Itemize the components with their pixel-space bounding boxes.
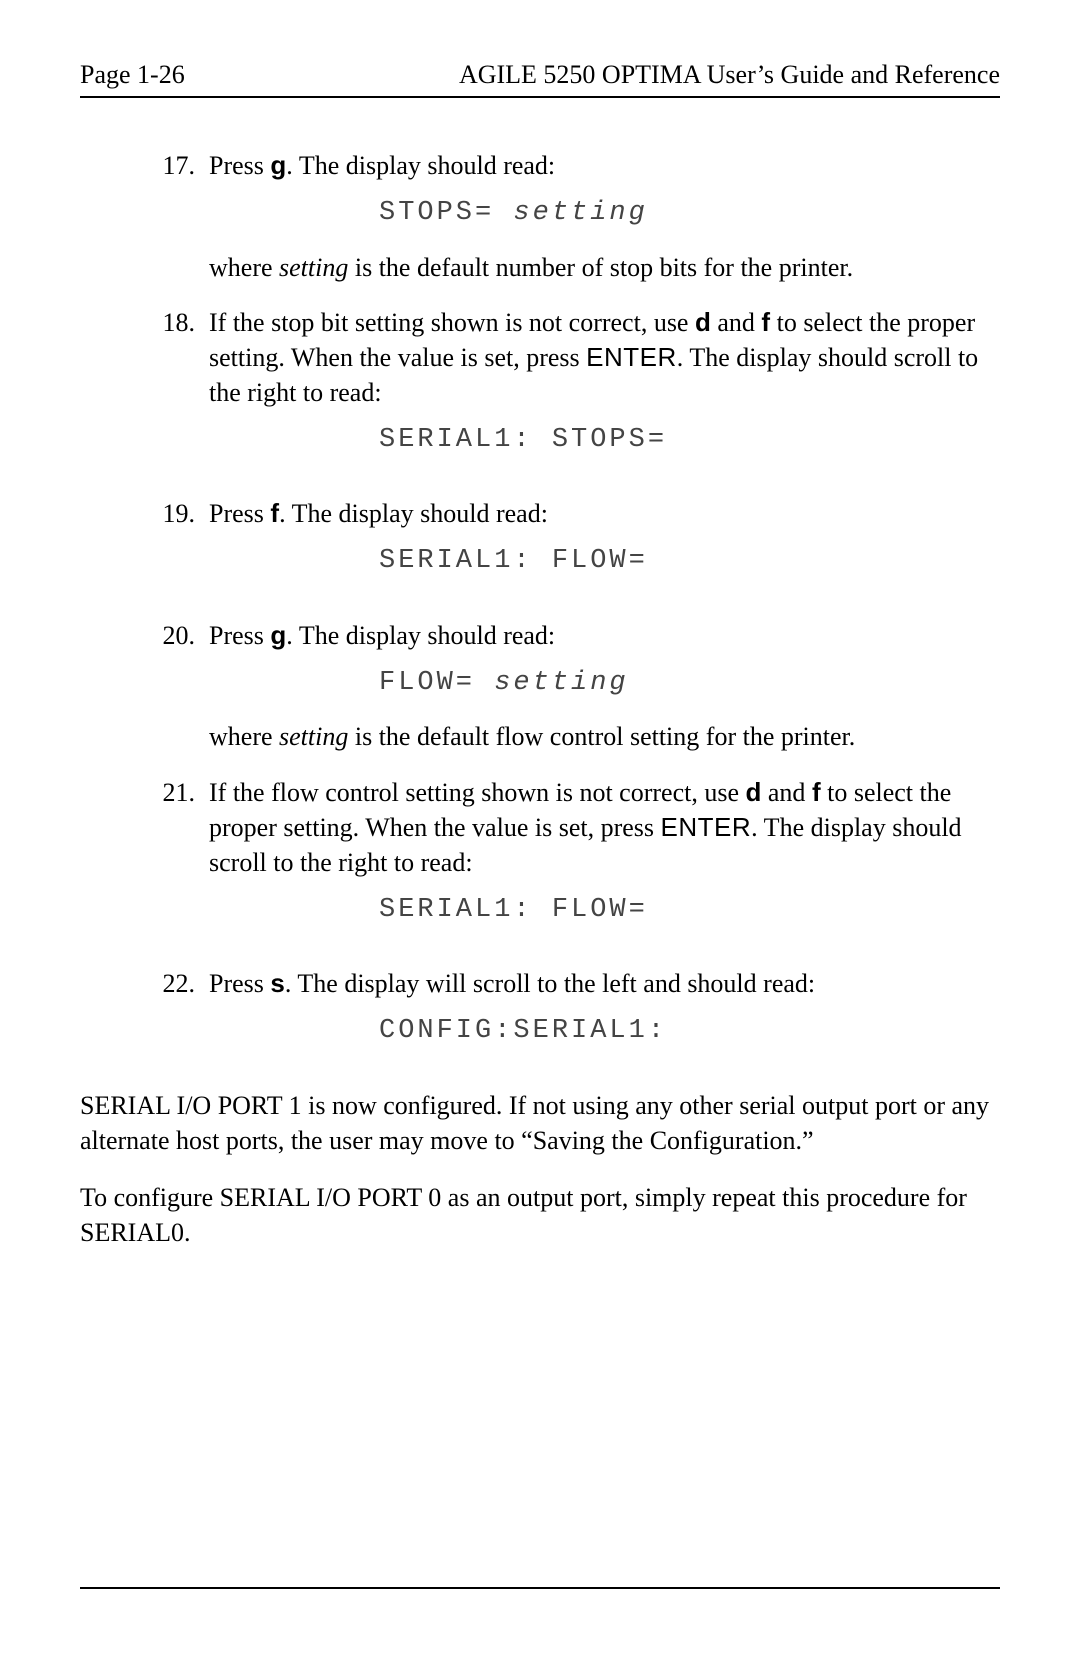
step-number: 17.: [140, 148, 209, 285]
step-number: 21.: [140, 775, 209, 947]
step-17: 17. Press g. The display should read: ST…: [140, 148, 1000, 285]
text: If the stop bit setting shown is not cor…: [209, 308, 695, 337]
keycap-g: g: [270, 620, 286, 650]
keycap-f: f: [270, 498, 279, 528]
step-number: 19.: [140, 496, 209, 598]
text: If the flow control setting shown is not…: [209, 778, 746, 807]
step-body: Press s. The display will scroll to the …: [209, 966, 1000, 1068]
text: Press: [209, 621, 270, 650]
keycap-f: f: [812, 777, 821, 807]
step-number: 18.: [140, 305, 209, 477]
steps-list: 17. Press g. The display should read: ST…: [80, 148, 1000, 1068]
text: . The display will scroll to the left an…: [285, 969, 815, 998]
step-body: Press f. The display should read: SERIAL…: [209, 496, 1000, 598]
step-18: 18. If the stop bit setting shown is not…: [140, 305, 1000, 477]
display-text: STOPS=: [379, 198, 513, 228]
display-output: SERIAL1: FLOW=: [209, 543, 1000, 579]
keycap-f: f: [761, 307, 770, 337]
step-body: Press g. The display should read: STOPS=…: [209, 148, 1000, 285]
text: Press: [209, 499, 270, 528]
text: where: [209, 722, 279, 751]
keycap-enter: ENTER: [586, 342, 677, 372]
text: . The display should read:: [279, 499, 548, 528]
text: . The display should read:: [286, 151, 555, 180]
step-body: If the flow control setting shown is not…: [209, 775, 1000, 947]
display-text: FLOW=: [379, 668, 494, 698]
closing-paragraph-2: To configure SERIAL I/O PORT 0 as an out…: [80, 1180, 1000, 1250]
text: Press: [209, 969, 270, 998]
text: is the default flow control setting for …: [348, 722, 855, 751]
footer-rule: [80, 1587, 1000, 1589]
keycap-d: d: [695, 307, 711, 337]
text-italic: setting: [279, 722, 348, 751]
display-output: SERIAL1: FLOW=: [209, 892, 1000, 928]
display-text-italic: setting: [513, 198, 647, 228]
step-20: 20. Press g. The display should read: FL…: [140, 618, 1000, 755]
text-italic: setting: [279, 253, 348, 282]
doc-title: AGILE 5250 OPTIMA User’s Guide and Refer…: [459, 60, 1000, 90]
keycap-d: d: [746, 777, 762, 807]
text: Press: [209, 151, 270, 180]
step-body: If the stop bit setting shown is not cor…: [209, 305, 1000, 477]
page-number: Page 1-26: [80, 60, 185, 90]
step-body: Press g. The display should read: FLOW= …: [209, 618, 1000, 755]
text: is the default number of stop bits for t…: [348, 253, 853, 282]
step-number: 22.: [140, 966, 209, 1068]
step-21: 21. If the flow control setting shown is…: [140, 775, 1000, 947]
text: and: [761, 778, 812, 807]
page-header: Page 1-26 AGILE 5250 OPTIMA User’s Guide…: [80, 60, 1000, 98]
keycap-s: s: [270, 968, 284, 998]
display-output: FLOW= setting: [209, 665, 1000, 701]
display-text-italic: setting: [494, 668, 628, 698]
display-output: STOPS= setting: [209, 195, 1000, 231]
step-22: 22. Press s. The display will scroll to …: [140, 966, 1000, 1068]
keycap-enter: ENTER: [661, 812, 752, 842]
display-output: SERIAL1: STOPS=: [209, 422, 1000, 458]
keycap-g: g: [270, 150, 286, 180]
step-19: 19. Press f. The display should read: SE…: [140, 496, 1000, 598]
page: Page 1-26 AGILE 5250 OPTIMA User’s Guide…: [0, 0, 1080, 1669]
closing-paragraph-1: SERIAL I/O PORT 1 is now configured. If …: [80, 1088, 1000, 1158]
step-number: 20.: [140, 618, 209, 755]
text: and: [711, 308, 762, 337]
text: where: [209, 253, 279, 282]
text: . The display should read:: [286, 621, 555, 650]
display-output: CONFIG:SERIAL1:: [209, 1013, 1000, 1049]
